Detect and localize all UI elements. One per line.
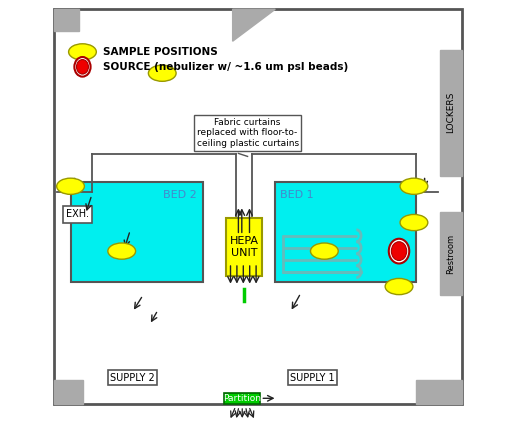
Text: Partition: Partition bbox=[223, 394, 261, 403]
Text: HEPA
UNIT: HEPA UNIT bbox=[229, 236, 258, 258]
Text: BED 1: BED 1 bbox=[280, 190, 313, 200]
Ellipse shape bbox=[389, 239, 410, 264]
Text: SUPPLY 1: SUPPLY 1 bbox=[290, 373, 335, 383]
Bar bbox=[416, 380, 461, 404]
Bar bbox=[226, 218, 261, 276]
Ellipse shape bbox=[69, 44, 96, 60]
Bar bbox=[54, 9, 79, 30]
Text: BED 2: BED 2 bbox=[163, 190, 196, 200]
Text: SOURCE (nebulizer w/ ~1.6 um psl beads): SOURCE (nebulizer w/ ~1.6 um psl beads) bbox=[102, 62, 348, 72]
Ellipse shape bbox=[57, 178, 85, 194]
Ellipse shape bbox=[75, 57, 91, 77]
Text: SUPPLY 2: SUPPLY 2 bbox=[110, 373, 155, 383]
Bar bbox=[108, 370, 157, 386]
Ellipse shape bbox=[108, 243, 135, 259]
Text: SAMPLE POSITIONS: SAMPLE POSITIONS bbox=[102, 47, 217, 57]
Polygon shape bbox=[233, 9, 275, 41]
Ellipse shape bbox=[77, 59, 88, 74]
Ellipse shape bbox=[400, 178, 428, 194]
Bar bbox=[70, 182, 203, 282]
Bar bbox=[440, 50, 461, 175]
Ellipse shape bbox=[391, 242, 407, 261]
Text: Fabric curtains
replaced with floor-to-
ceiling plastic curtains: Fabric curtains replaced with floor-to- … bbox=[196, 118, 299, 148]
Bar bbox=[275, 182, 416, 282]
Bar bbox=[440, 212, 461, 295]
Text: EXH.: EXH. bbox=[66, 209, 89, 220]
Text: LOCKERS: LOCKERS bbox=[446, 92, 455, 134]
Bar bbox=[288, 370, 337, 386]
Text: Restroom: Restroom bbox=[446, 233, 455, 273]
Bar bbox=[64, 206, 92, 223]
Bar bbox=[224, 393, 260, 404]
Ellipse shape bbox=[310, 243, 338, 259]
Ellipse shape bbox=[149, 65, 176, 81]
Bar bbox=[54, 380, 83, 404]
Ellipse shape bbox=[400, 214, 428, 231]
Ellipse shape bbox=[385, 279, 413, 294]
